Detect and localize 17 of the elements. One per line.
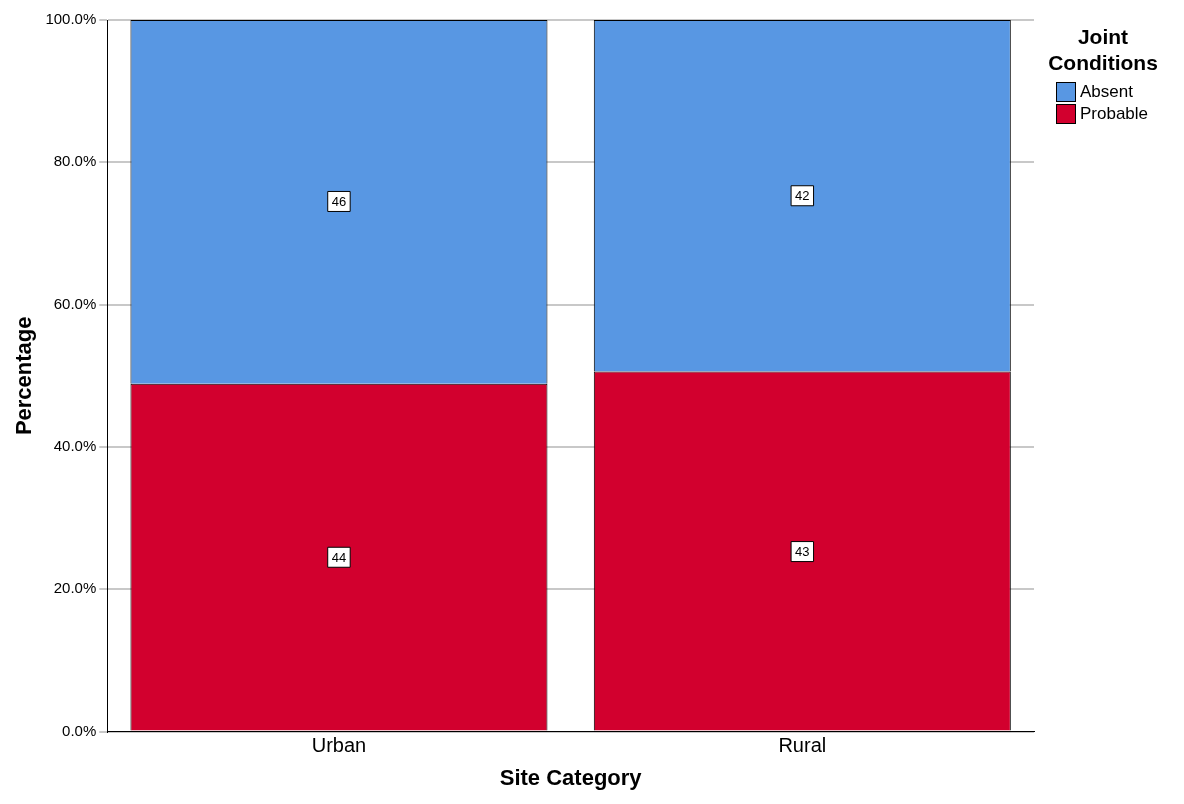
legend-title: Joint Conditions	[1047, 24, 1159, 76]
y-tick-label: 0.0%	[62, 721, 97, 739]
annotation: 44	[331, 549, 347, 565]
legend-label: Probable	[1080, 104, 1149, 124]
y-axis-title: Percentage	[11, 316, 37, 436]
y-tick-label: 60.0%	[53, 294, 97, 312]
y-tick-label: 100.0%	[45, 10, 97, 28]
y-tick-label: 80.0%	[53, 152, 97, 170]
annotation: 42	[795, 188, 810, 204]
y-tick-label: 20.0%	[53, 579, 97, 597]
x-tick-label: Urban	[311, 734, 367, 757]
x-tick-label: Rural	[778, 734, 827, 757]
y-tick-label: 40.0%	[53, 437, 97, 455]
annotation: 46	[331, 194, 347, 210]
annotation: 43	[795, 544, 810, 560]
text: Absent	[1080, 82, 1133, 102]
x-axis-title: Site Category	[499, 764, 643, 790]
